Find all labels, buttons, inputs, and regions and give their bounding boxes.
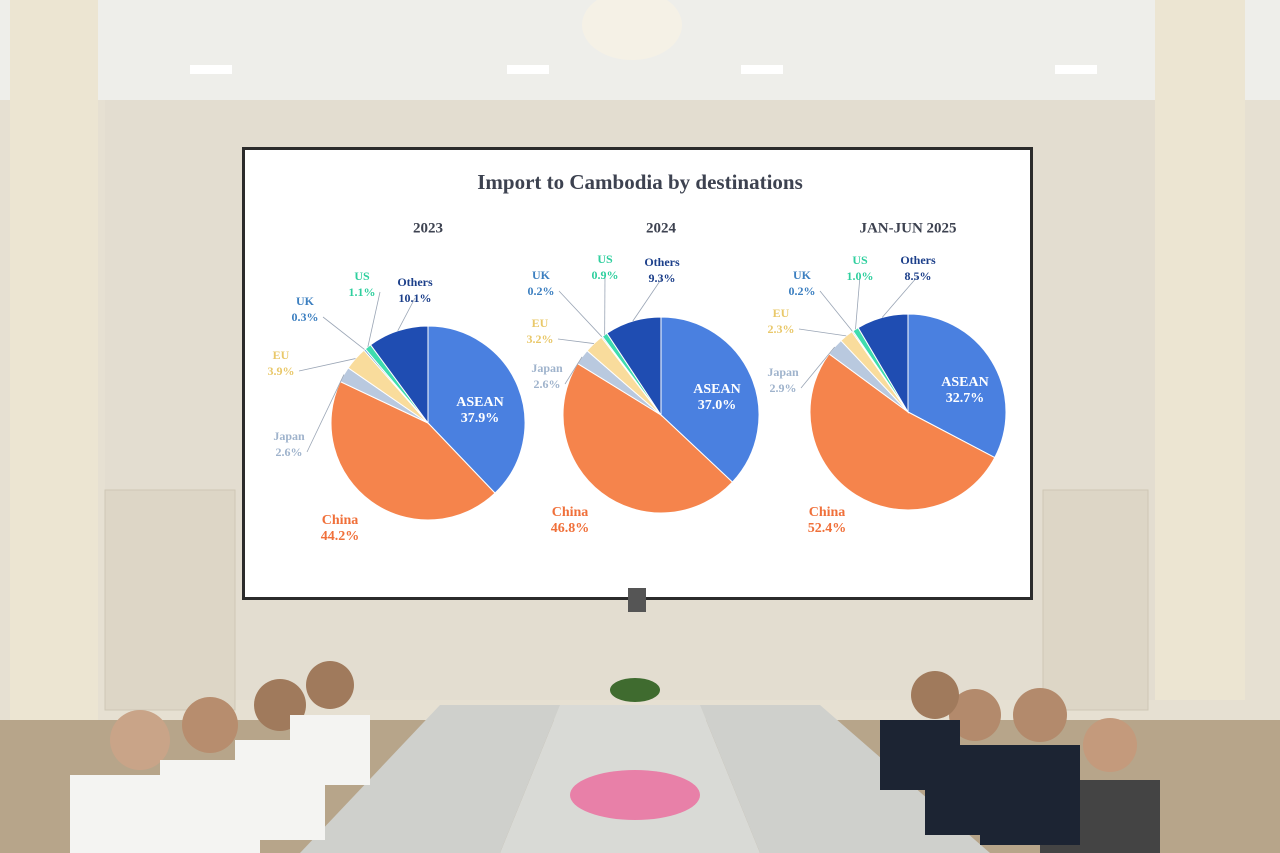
- conference-table: [300, 705, 560, 853]
- slice-value: 1.0%: [847, 269, 874, 283]
- slice-value: 0.9%: [592, 268, 619, 282]
- slice-value: 3.9%: [268, 364, 295, 378]
- pie-slice: [330, 380, 496, 521]
- screen-title: Import to Cambodia by destinations: [477, 170, 803, 194]
- slice-value: 3.2%: [527, 332, 554, 346]
- leader-line: [632, 277, 663, 322]
- pie-slice: [606, 316, 662, 417]
- slice-label: US: [852, 253, 868, 267]
- slice-label: Others: [900, 253, 936, 267]
- column: [10, 0, 98, 720]
- ceiling-light: [190, 65, 232, 74]
- slice-label: China: [552, 505, 589, 520]
- leader-line: [800, 346, 836, 389]
- pie-slice: [427, 325, 526, 494]
- slice-label: China: [322, 513, 359, 528]
- leader-line: [322, 316, 365, 350]
- slice-label: US: [354, 269, 370, 283]
- ceiling-light: [507, 65, 549, 74]
- slice-label: UK: [793, 268, 812, 282]
- slice-label: ASEAN: [693, 382, 740, 397]
- pie-title: JAN-JUN 2025: [859, 220, 956, 236]
- leader-line: [855, 275, 861, 330]
- slice-value: 1.1%: [349, 285, 376, 299]
- slice-label: China: [809, 505, 846, 520]
- slice-value: 37.0%: [698, 398, 737, 413]
- plant: [610, 678, 660, 702]
- leader-line: [298, 358, 356, 372]
- leader-line: [367, 291, 381, 347]
- leader-line: [306, 374, 345, 453]
- pie-slice: [809, 353, 996, 511]
- slice-label: Others: [644, 255, 680, 269]
- leader-line: [558, 290, 603, 338]
- conference-table: [700, 705, 990, 853]
- column: [1155, 0, 1245, 700]
- slice-label: Japan: [767, 365, 799, 379]
- slice-value: 2.9%: [770, 381, 797, 395]
- slice-value: 32.7%: [946, 391, 985, 406]
- slice-label: Japan: [273, 429, 305, 443]
- leader-line: [798, 328, 847, 337]
- leader-line: [881, 275, 919, 318]
- people-left: [70, 661, 370, 853]
- chandelier: [582, 0, 682, 60]
- slice-value: 2.3%: [768, 322, 795, 336]
- slice-label: UK: [532, 268, 551, 282]
- pie-title: 2023: [413, 220, 443, 236]
- slice-value: 10.1%: [399, 291, 432, 305]
- slice-label: EU: [273, 348, 290, 362]
- slice-value: 0.2%: [789, 284, 816, 298]
- slice-value: 52.4%: [808, 521, 847, 536]
- slice-label: EU: [773, 306, 790, 320]
- slice-label: UK: [296, 294, 315, 308]
- slice-value: 9.3%: [649, 271, 676, 285]
- pie-slice: [660, 316, 760, 483]
- camera: [628, 588, 646, 612]
- slice-label: EU: [532, 316, 549, 330]
- ceiling-light: [741, 65, 783, 74]
- pie-slice: [857, 313, 909, 414]
- slice-label: ASEAN: [941, 375, 988, 390]
- people-right: [880, 671, 1160, 853]
- door: [104, 489, 236, 711]
- slice-value: 0.3%: [292, 310, 319, 324]
- slice-value: 46.8%: [551, 521, 590, 536]
- slice-value: 37.9%: [461, 411, 500, 426]
- slice-label: US: [597, 252, 613, 266]
- slice-label: ASEAN: [456, 395, 503, 410]
- charts: 2023ASEAN37.9%China44.2%Japan2.6%EU3.9%U…: [268, 220, 1007, 544]
- flowers: [570, 770, 700, 820]
- door: [1042, 489, 1149, 711]
- slice-label: Japan: [531, 361, 563, 375]
- ceiling-light: [1055, 65, 1097, 74]
- pie-slice: [369, 325, 429, 425]
- slice-value: 0.2%: [528, 284, 555, 298]
- slice-value: 8.5%: [905, 269, 932, 283]
- slice-value: 44.2%: [321, 529, 360, 544]
- pie-slice: [907, 313, 1007, 459]
- pie-title: 2024: [646, 220, 677, 236]
- leader-line: [557, 338, 594, 344]
- leader-line: [397, 297, 416, 332]
- slice-value: 2.6%: [534, 377, 561, 391]
- leader-line: [819, 290, 853, 332]
- slice-value: 2.6%: [276, 445, 303, 459]
- slice-label: Others: [397, 275, 433, 289]
- pie-slice: [562, 362, 734, 514]
- leader-line: [564, 356, 583, 385]
